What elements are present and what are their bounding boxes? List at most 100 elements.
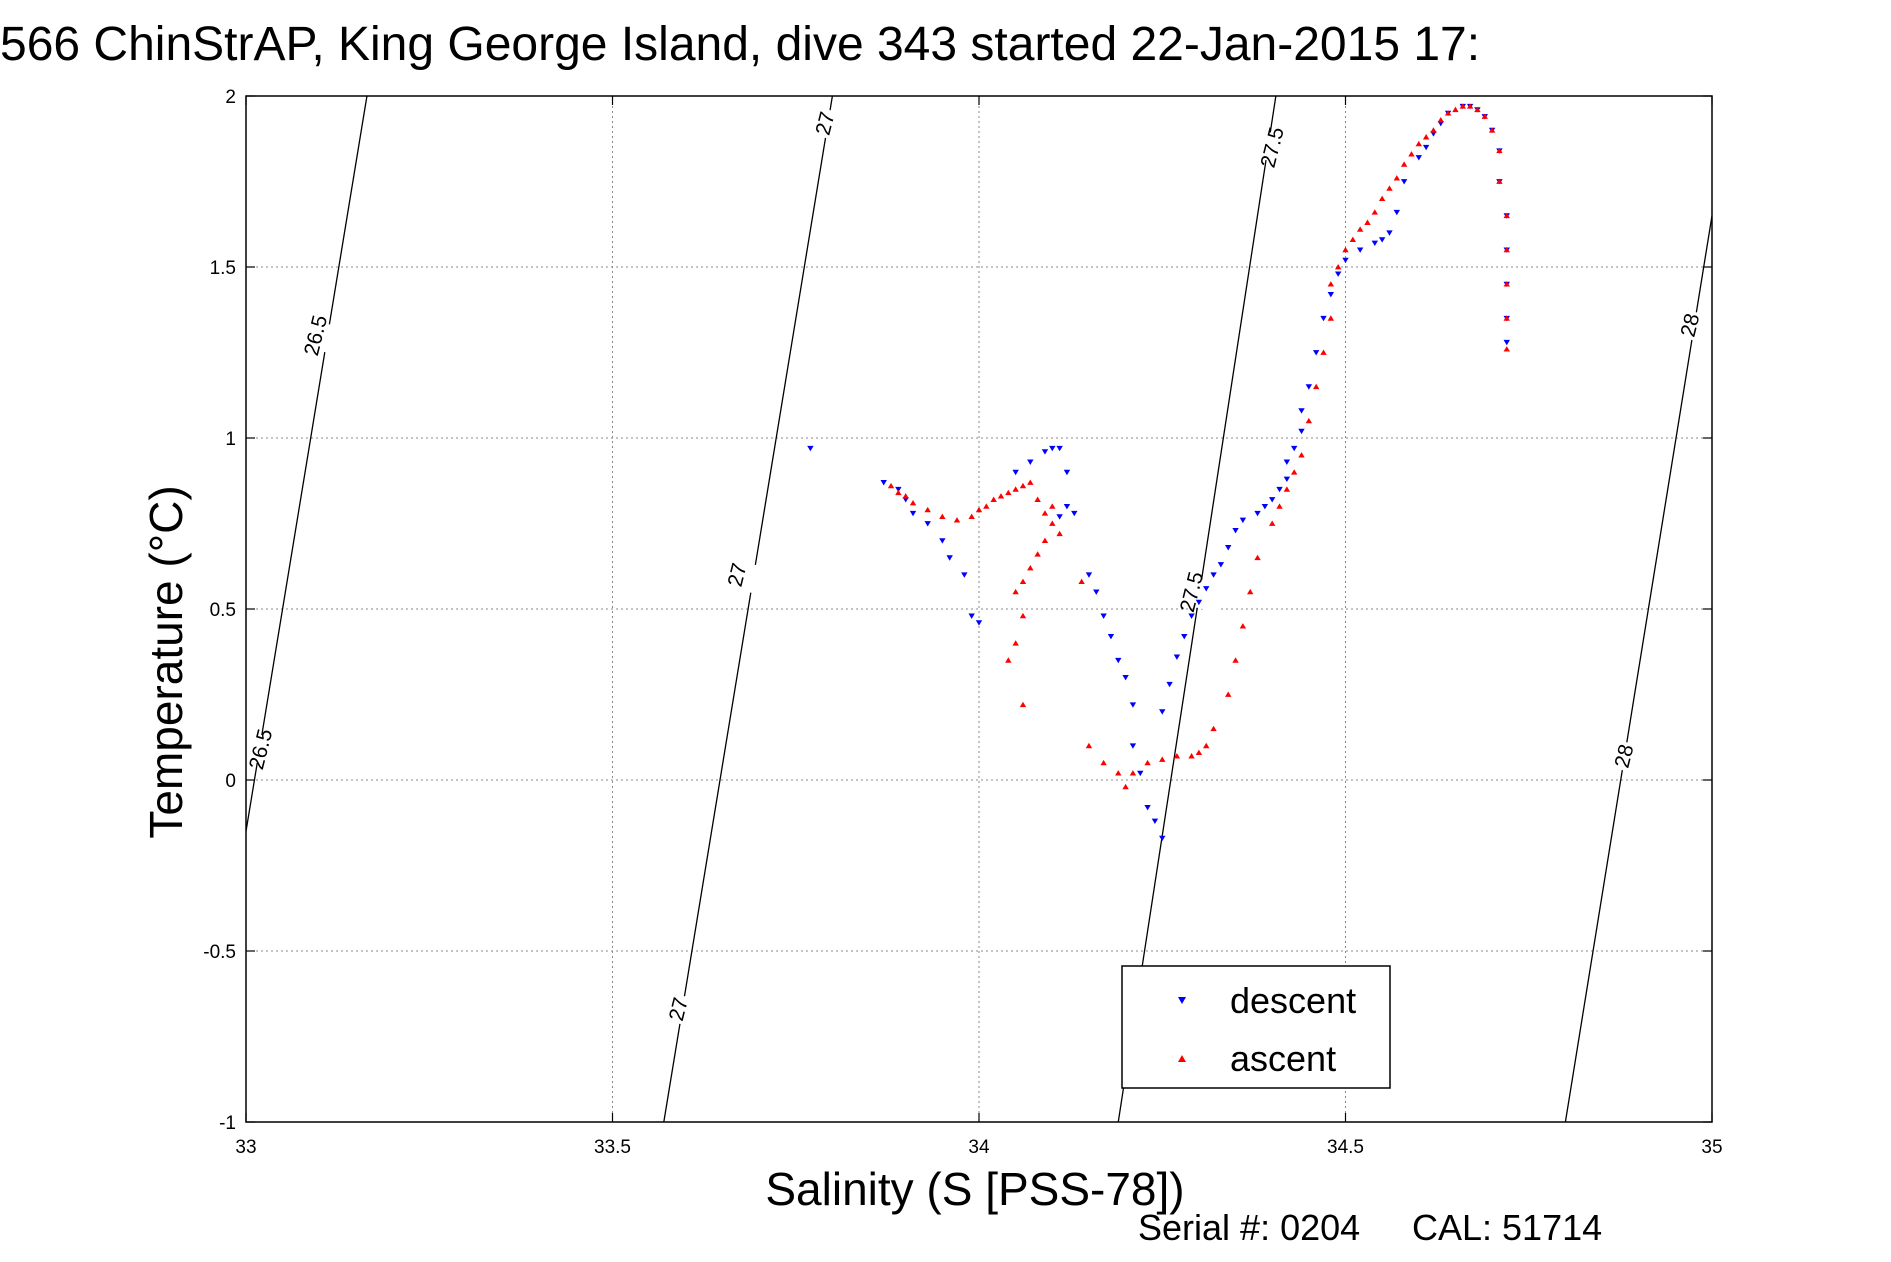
descent-point bbox=[1159, 835, 1166, 842]
descent-point bbox=[1503, 339, 1510, 346]
ascent-point bbox=[1269, 520, 1276, 526]
ascent-point bbox=[1503, 315, 1510, 321]
contour-label-bg bbox=[226, 727, 296, 771]
descent-point bbox=[1334, 271, 1342, 277]
calibration-number: CAL: 51714 bbox=[1412, 1207, 1602, 1248]
ascent-point bbox=[1195, 749, 1203, 756]
ascent-point bbox=[953, 517, 961, 523]
descent-point bbox=[1254, 510, 1261, 517]
contour-label-bg bbox=[281, 314, 351, 357]
contour-label-bg bbox=[1237, 125, 1307, 169]
descent-point bbox=[1269, 497, 1276, 503]
descent-point bbox=[1225, 545, 1232, 551]
ascent-point bbox=[1430, 127, 1437, 133]
ascent-point bbox=[1327, 315, 1335, 321]
descent-point bbox=[1320, 315, 1327, 322]
descent-point bbox=[1027, 459, 1034, 465]
x-tick-label: 33 bbox=[235, 1137, 256, 1158]
legend-ascent-label: ascent bbox=[1230, 1038, 1336, 1079]
ascent-point bbox=[1078, 578, 1085, 585]
data-points bbox=[807, 103, 1510, 842]
ascent-point bbox=[1342, 246, 1349, 253]
descent-point bbox=[1195, 599, 1203, 606]
ascent-point bbox=[909, 499, 917, 506]
ascent-point bbox=[924, 506, 931, 513]
ascent-point bbox=[1027, 479, 1034, 485]
descent-point bbox=[1093, 589, 1100, 595]
contour-label: 27 bbox=[812, 109, 840, 137]
descent-point bbox=[1203, 586, 1210, 592]
descent-point bbox=[1173, 654, 1181, 660]
y-axis-label: Temperature (°C) bbox=[140, 485, 192, 838]
ascent-point bbox=[1400, 161, 1408, 167]
serial-number: Serial #: 0204 bbox=[1138, 1207, 1360, 1248]
descent-point bbox=[1283, 459, 1291, 465]
descent-point bbox=[1129, 743, 1137, 749]
ascent-point bbox=[1349, 236, 1357, 243]
descent-point bbox=[1305, 384, 1313, 390]
descent-point bbox=[1100, 613, 1107, 619]
descent-point bbox=[1298, 428, 1305, 435]
ascent-point bbox=[887, 482, 895, 489]
contour-label-bg bbox=[801, 104, 849, 143]
ascent-point bbox=[1027, 564, 1034, 571]
descent-point bbox=[1232, 527, 1239, 534]
descent-point bbox=[1239, 517, 1247, 524]
ascent-point bbox=[1085, 742, 1093, 749]
legend-descent-label: descent bbox=[1230, 980, 1356, 1021]
legend-box bbox=[1121, 965, 1391, 1089]
contour-label-bg bbox=[1666, 306, 1714, 344]
descent-point bbox=[1356, 247, 1364, 253]
descent-point bbox=[1181, 633, 1188, 640]
descent-point bbox=[1166, 681, 1173, 688]
contour-label: 28 bbox=[1677, 311, 1705, 339]
ascent-point bbox=[997, 493, 1005, 499]
descent-point bbox=[1056, 514, 1063, 520]
legend-descent-marker bbox=[1178, 997, 1186, 1004]
ascent-point bbox=[1290, 469, 1298, 475]
ascent-point bbox=[1422, 134, 1430, 140]
descent-point bbox=[1122, 675, 1129, 681]
y-tick-label: 2 bbox=[225, 87, 236, 108]
ascent-point bbox=[983, 503, 990, 509]
ascent-point bbox=[1210, 725, 1217, 732]
ascent-point bbox=[1049, 520, 1056, 526]
descent-point bbox=[939, 538, 946, 544]
ascent-point bbox=[1225, 691, 1232, 697]
ascent-point bbox=[1144, 759, 1151, 766]
chart-title: 566 ChinStrAP, King George Island, dive … bbox=[0, 18, 1480, 71]
contour-label-bg bbox=[654, 990, 703, 1028]
ascent-point bbox=[1247, 588, 1254, 595]
ascent-point bbox=[1019, 482, 1027, 489]
ascent-point bbox=[1012, 588, 1019, 595]
ascent-point bbox=[1019, 701, 1027, 708]
descent-point bbox=[1217, 562, 1225, 568]
y-tick-label: -0.5 bbox=[203, 942, 236, 963]
descent-point bbox=[1137, 770, 1144, 777]
descent-point bbox=[1063, 504, 1071, 510]
ascent-point bbox=[1496, 178, 1503, 184]
ascent-point bbox=[1312, 383, 1320, 390]
ascent-point bbox=[895, 489, 902, 496]
descent-point bbox=[1298, 408, 1305, 414]
ascent-point bbox=[902, 493, 909, 499]
y-tick-label: 0 bbox=[225, 771, 236, 792]
legend-ascent-marker bbox=[1178, 1055, 1186, 1062]
ascent-point bbox=[1393, 175, 1401, 181]
ascent-point bbox=[1188, 753, 1195, 759]
descent-point bbox=[1393, 209, 1401, 216]
descent-point bbox=[1415, 155, 1422, 161]
ascent-point bbox=[990, 496, 997, 502]
descent-point bbox=[1371, 240, 1379, 247]
ascent-point bbox=[1005, 657, 1012, 663]
x-axis-label: Salinity (S [PSS-78]) bbox=[765, 1163, 1184, 1215]
ascent-point bbox=[1041, 510, 1049, 516]
ascent-point bbox=[968, 513, 975, 520]
y-tick-label: 1.5 bbox=[210, 258, 236, 279]
ascent-point bbox=[1503, 246, 1510, 253]
descent-point bbox=[1312, 350, 1320, 356]
ascent-point bbox=[1034, 496, 1041, 502]
descent-point bbox=[1041, 449, 1049, 455]
ascent-point bbox=[1334, 264, 1342, 270]
ascent-point bbox=[1005, 489, 1012, 496]
